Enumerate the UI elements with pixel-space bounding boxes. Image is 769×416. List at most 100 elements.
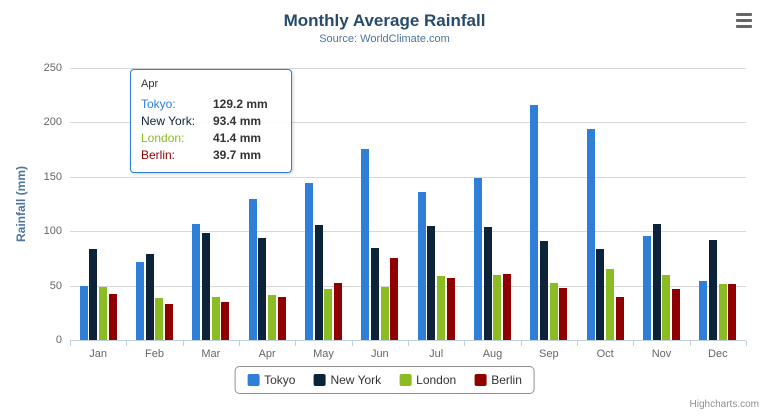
- bar-berlin-dec[interactable]: [728, 284, 737, 340]
- bar-tokyo-jul[interactable]: [417, 192, 426, 340]
- legend-symbol: [313, 374, 326, 386]
- x-axis-label: Oct: [596, 348, 614, 360]
- bar-berlin-jun[interactable]: [390, 257, 399, 340]
- bar-london-jul[interactable]: [436, 275, 445, 340]
- bar-new-york-apr[interactable]: [258, 238, 267, 340]
- bar-new-york-jun[interactable]: [371, 248, 380, 340]
- export-menu-button[interactable]: [731, 10, 757, 30]
- gridline: [70, 285, 746, 287]
- legend-label: New York: [330, 373, 382, 387]
- bar-london-aug[interactable]: [493, 275, 502, 340]
- x-axis-tick: [70, 341, 71, 346]
- bar-tokyo-aug[interactable]: [474, 178, 483, 340]
- y-axis-label: 250: [43, 62, 62, 74]
- hamburger-icon: [736, 12, 752, 28]
- x-axis-label: Mar: [201, 348, 221, 360]
- bar-london-oct[interactable]: [605, 269, 614, 340]
- bar-london-nov[interactable]: [662, 275, 671, 340]
- legend-item-london[interactable]: London: [399, 373, 456, 387]
- x-axis-label: Aug: [482, 348, 503, 360]
- x-axis-tick: [239, 341, 240, 346]
- y-axis-label: 50: [49, 279, 62, 292]
- x-axis-label: Jul: [429, 348, 444, 360]
- gridline: [70, 68, 746, 69]
- x-axis-tick: [352, 341, 353, 346]
- bar-london-apr[interactable]: [267, 294, 276, 340]
- bar-berlin-jan[interactable]: [108, 293, 117, 340]
- bar-berlin-may[interactable]: [333, 282, 342, 340]
- bar-new-york-oct[interactable]: [596, 249, 605, 340]
- x-axis-tick: [690, 341, 691, 346]
- bar-berlin-mar[interactable]: [221, 302, 230, 340]
- bar-new-york-aug[interactable]: [483, 226, 492, 340]
- chart-title: Monthly Average Rainfall: [283, 11, 486, 30]
- gridline: [70, 122, 746, 124]
- bar-tokyo-jun[interactable]: [361, 148, 370, 340]
- bar-berlin-aug[interactable]: [502, 274, 511, 340]
- chart-subtitle: Source: WorldClimate.com: [319, 33, 450, 45]
- y-axis-label: 100: [43, 225, 62, 238]
- bar-new-york-jan[interactable]: [89, 249, 98, 340]
- bar-tokyo-may[interactable]: [305, 183, 314, 340]
- x-axis-label: May: [313, 348, 334, 360]
- x-axis-tick: [408, 341, 409, 346]
- x-axis-label: Apr: [258, 348, 276, 360]
- x-axis-tick: [633, 341, 634, 346]
- bar-new-york-may[interactable]: [314, 224, 323, 340]
- bar-berlin-sep[interactable]: [559, 288, 568, 340]
- bar-berlin-apr[interactable]: [277, 296, 286, 340]
- bar-london-jun[interactable]: [380, 287, 389, 340]
- x-axis-tick: [295, 341, 296, 346]
- bar-london-mar[interactable]: [211, 297, 220, 340]
- bar-tokyo-jan[interactable]: [79, 285, 88, 340]
- y-axis-label: 150: [43, 170, 62, 183]
- bar-new-york-dec[interactable]: [709, 239, 718, 340]
- bar-london-sep[interactable]: [549, 282, 558, 340]
- bar-london-may[interactable]: [324, 288, 333, 340]
- x-axis-tick: [464, 341, 465, 346]
- legend-symbol: [399, 374, 412, 386]
- y-axis-title: Rainfall (mm): [14, 166, 28, 243]
- x-axis-label: Nov: [651, 348, 672, 360]
- legend-label: London: [416, 373, 457, 387]
- bar-new-york-mar[interactable]: [202, 232, 211, 340]
- bar-new-york-feb[interactable]: [145, 254, 154, 340]
- bar-tokyo-sep[interactable]: [530, 104, 539, 340]
- gridline: [70, 176, 746, 178]
- bar-tokyo-dec[interactable]: [699, 280, 708, 340]
- bar-london-jan[interactable]: [98, 286, 107, 340]
- plot-area: [70, 68, 746, 341]
- legend-label: Berlin: [491, 373, 522, 387]
- legend-label: Tokyo: [264, 373, 296, 387]
- x-axis-tick: [183, 341, 184, 346]
- bar-berlin-oct[interactable]: [615, 297, 624, 340]
- legend-symbol: [474, 374, 487, 386]
- legend-item-tokyo[interactable]: Tokyo: [247, 373, 295, 387]
- x-axis-tick: [746, 341, 747, 346]
- legend: Tokyo New York London Berlin: [234, 366, 535, 394]
- bar-london-feb[interactable]: [155, 297, 164, 340]
- legend-item-new-york[interactable]: New York: [313, 373, 381, 387]
- bar-new-york-sep[interactable]: [540, 240, 549, 340]
- bar-new-york-nov[interactable]: [652, 224, 661, 340]
- x-axis-label: Jun: [370, 348, 389, 360]
- bar-new-york-jul[interactable]: [427, 225, 436, 340]
- bar-tokyo-feb[interactable]: [136, 262, 145, 340]
- x-axis-tick: [126, 341, 127, 346]
- bar-tokyo-mar[interactable]: [192, 224, 201, 340]
- bar-tokyo-oct[interactable]: [586, 128, 595, 340]
- bar-berlin-feb[interactable]: [164, 303, 173, 340]
- y-axis-label: 200: [43, 116, 62, 129]
- bar-berlin-jul[interactable]: [446, 277, 455, 340]
- highcharts-credits-link[interactable]: Highcharts.com: [689, 399, 759, 410]
- y-axis-label: 0: [55, 334, 62, 346]
- gridline: [70, 231, 746, 233]
- legend-symbol: [247, 374, 260, 386]
- bar-tokyo-nov[interactable]: [643, 235, 652, 340]
- legend-item-berlin[interactable]: Berlin: [474, 373, 522, 387]
- x-axis-label: Jan: [89, 348, 108, 360]
- bar-berlin-nov[interactable]: [671, 289, 680, 340]
- bar-london-dec[interactable]: [718, 284, 727, 340]
- bar-tokyo-apr[interactable]: [248, 199, 257, 340]
